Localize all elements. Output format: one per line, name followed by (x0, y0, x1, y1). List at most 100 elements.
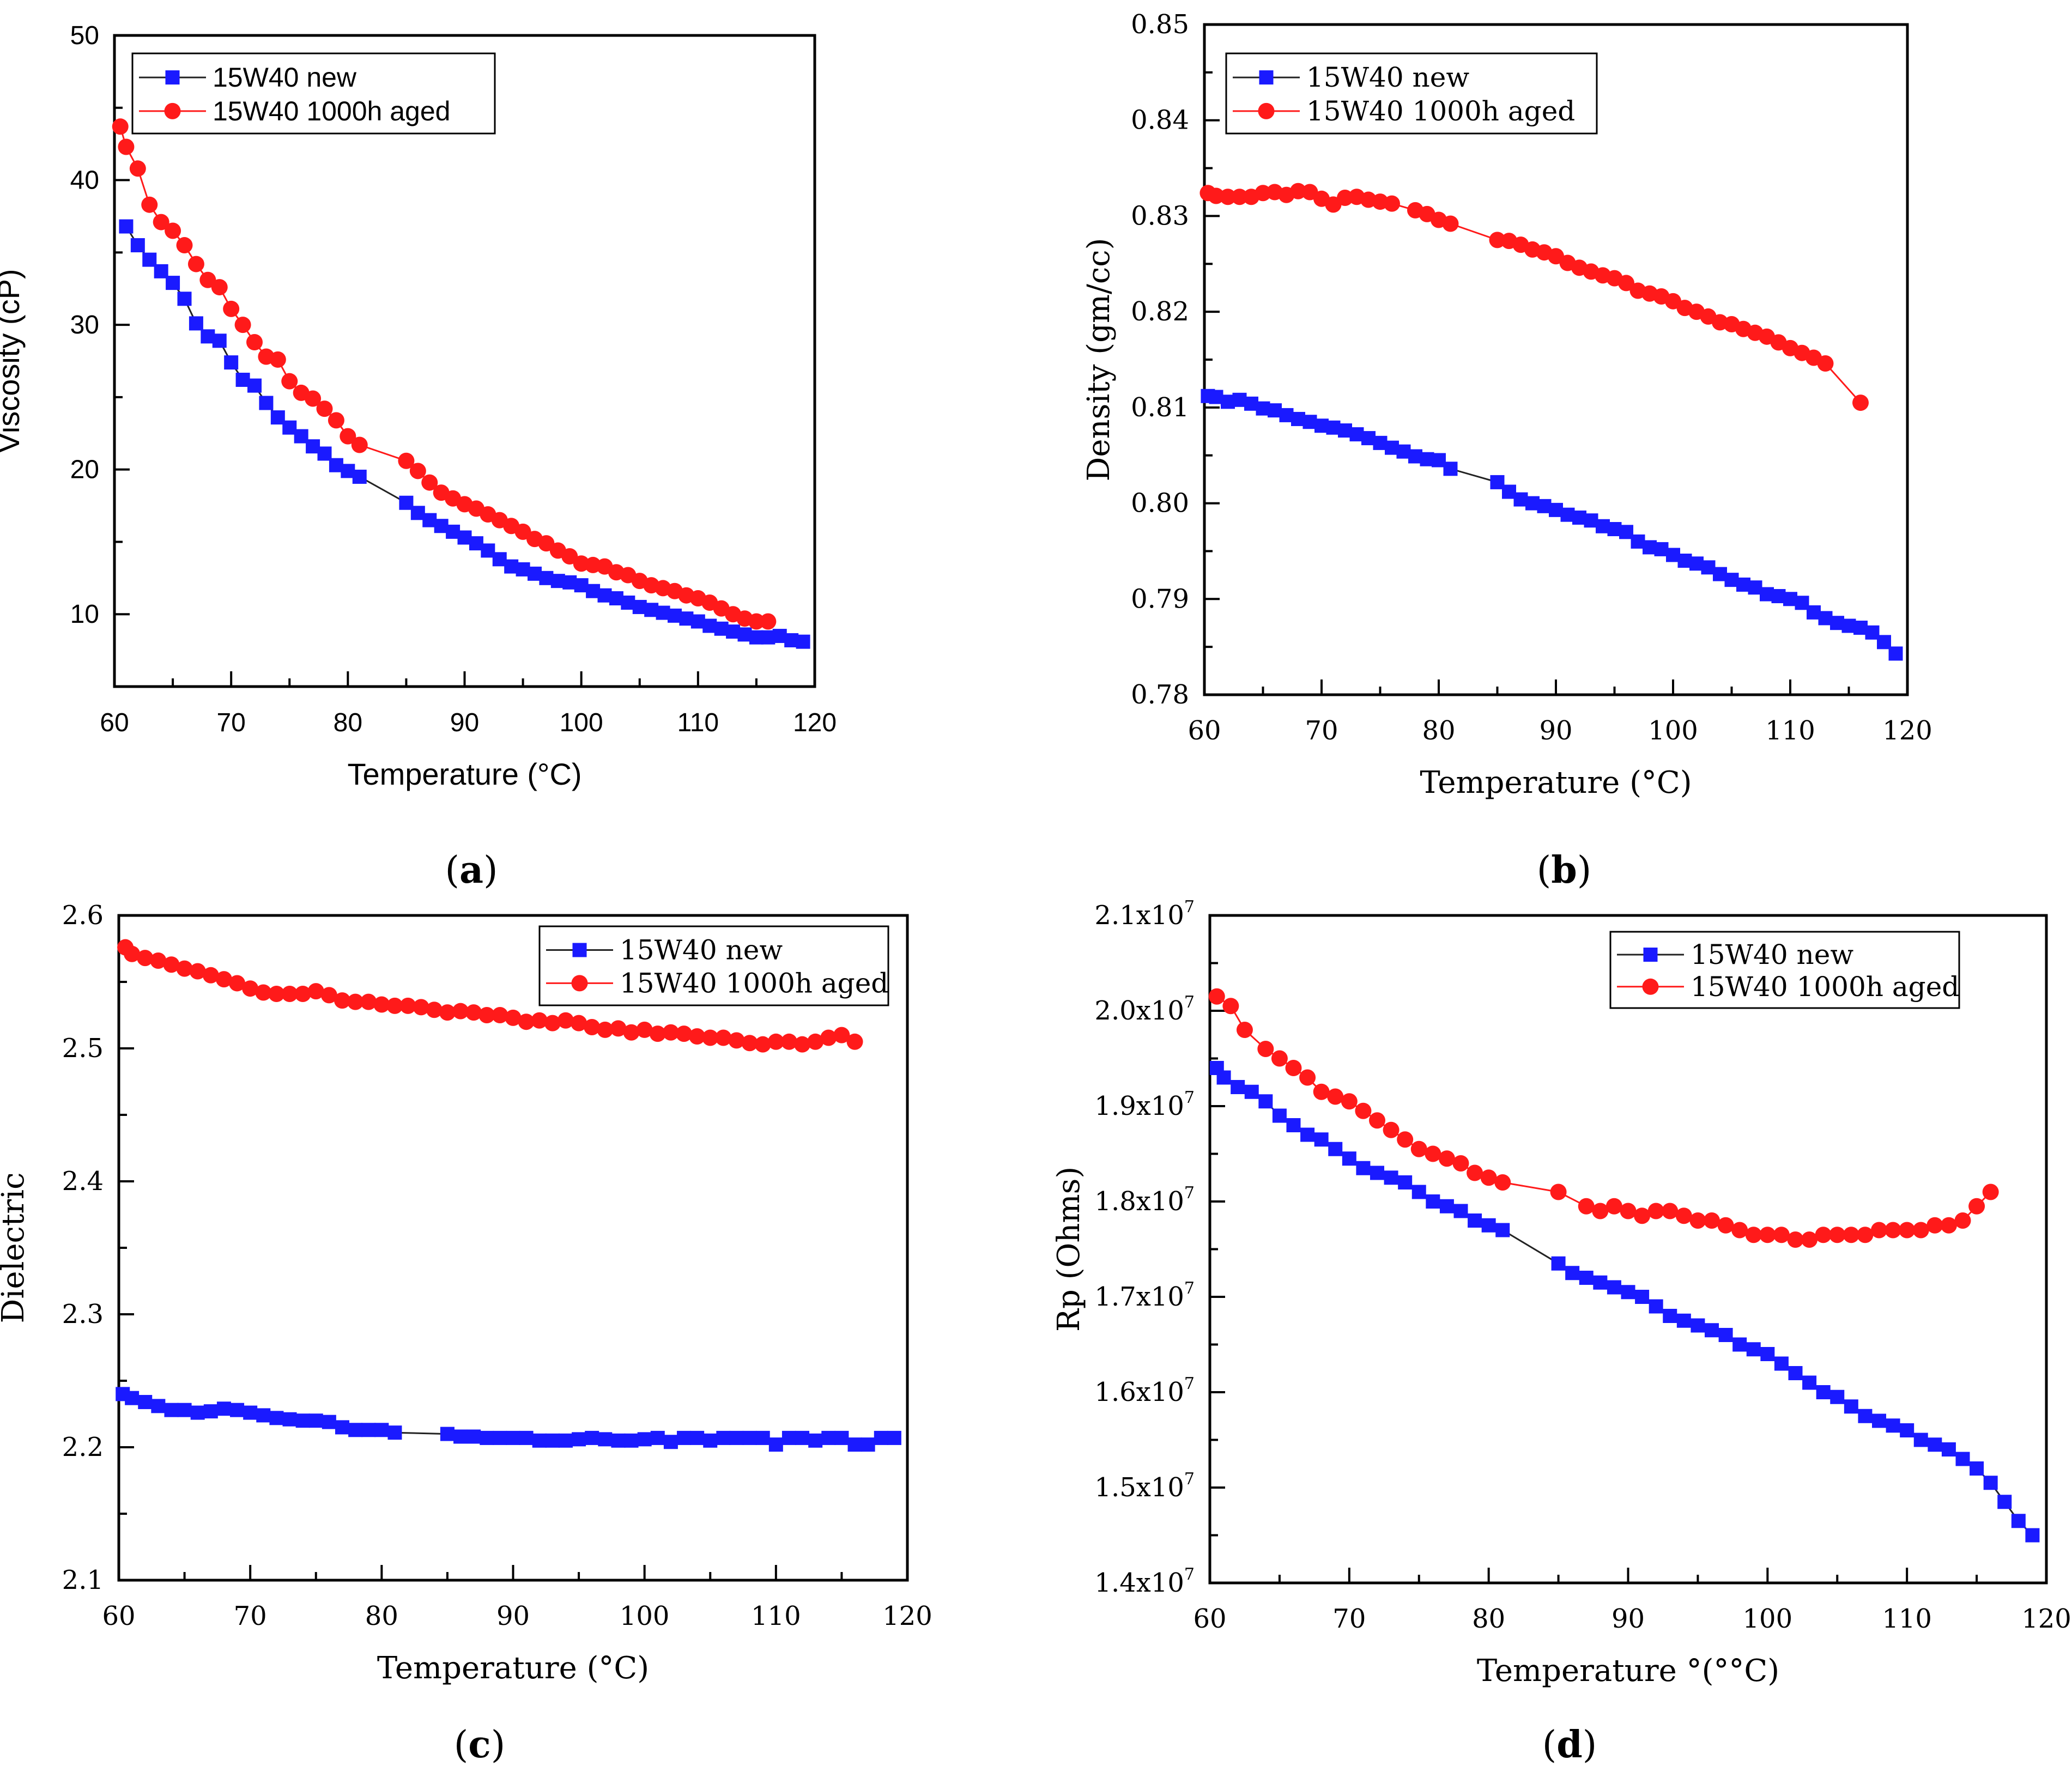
data-point (1495, 1223, 1510, 1237)
data-point (506, 1430, 520, 1445)
x-tick-label: 120 (882, 1601, 932, 1631)
chart-panel-b: 60 70 80 90 100 110 120 0.78 0.79 0.80 0.81 0.82 0.8… (1081, 9, 1932, 892)
data-point (256, 1408, 271, 1423)
data-point (1337, 190, 1353, 207)
panel-caption: (c) (454, 1723, 505, 1766)
x-tick-label: 110 (1765, 715, 1815, 746)
data-point (141, 196, 158, 213)
y-tick-exponent: 7 (1184, 897, 1195, 917)
data-point (861, 1437, 875, 1452)
data-point (1257, 1041, 1274, 1057)
data-point (1705, 1323, 1719, 1338)
data-point (399, 997, 416, 1014)
data-point (1676, 1313, 1691, 1328)
data-point (780, 1033, 797, 1050)
y-tick-label: 1.7x107 (1094, 1279, 1195, 1312)
data-point (1954, 1212, 1971, 1229)
legend-label: 15W40 new (620, 934, 783, 966)
data-point (492, 1007, 508, 1023)
data-point (295, 1413, 310, 1428)
data-point (202, 967, 219, 984)
data-point (130, 238, 145, 253)
y-tick-label: 0.84 (1131, 105, 1189, 136)
data-point (1439, 1199, 1454, 1213)
data-point (1356, 1161, 1371, 1175)
x-tick-label: 60 (100, 708, 129, 737)
data-point (1647, 1203, 1664, 1219)
data-point (532, 1433, 547, 1448)
data-point (129, 160, 146, 177)
data-point (189, 316, 203, 331)
data-point (794, 1036, 811, 1053)
data-point (1691, 1318, 1705, 1333)
data-point (1565, 1266, 1580, 1280)
data-point (795, 1430, 810, 1445)
data-point (246, 333, 263, 350)
data-point (1314, 1132, 1329, 1147)
data-point (243, 1405, 258, 1420)
x-tick-label: 120 (1882, 715, 1932, 746)
panel-caption-paren: ) (483, 849, 498, 892)
data-point (1704, 1212, 1720, 1229)
data-point (572, 1432, 586, 1447)
data-point (334, 992, 350, 1009)
data-point (1718, 1328, 1733, 1342)
y-tick-label: 1.4x107 (1094, 1565, 1195, 1598)
legend-swatch-marker (1258, 102, 1275, 119)
x-axis-title: Temperature °(°°C) (1477, 1653, 1779, 1689)
legend-label: 15W40 1000h aged (620, 967, 888, 999)
x-tick-label: 80 (1472, 1604, 1505, 1634)
data-point (373, 996, 390, 1013)
data-point (176, 960, 193, 977)
data-point (1731, 1222, 1748, 1239)
data-point (1468, 1213, 1482, 1228)
data-point (571, 1015, 587, 1031)
data-point (1843, 1227, 1859, 1243)
series-line (1208, 395, 1897, 654)
data-point (1717, 1217, 1734, 1234)
data-point (1443, 462, 1458, 476)
legend-swatch-marker (571, 975, 588, 992)
data-point (1982, 1184, 1999, 1200)
x-tick-label: 80 (334, 708, 362, 737)
y-tick-exponent: 7 (1184, 1470, 1195, 1489)
data-point (269, 351, 286, 368)
data-point (702, 1029, 719, 1046)
data-point (1620, 1203, 1637, 1219)
data-point (1355, 1102, 1372, 1119)
data-point (636, 1021, 653, 1038)
y-tick-label: 2.1 (62, 1565, 104, 1595)
data-point (138, 1395, 153, 1410)
data-point (847, 1437, 862, 1452)
data-point (1606, 1198, 1622, 1215)
data-point (557, 1012, 574, 1029)
data-point (1299, 1069, 1316, 1086)
data-point (677, 1430, 692, 1445)
data-point (1467, 1164, 1483, 1181)
y-tick-exponent: 7 (1184, 1279, 1195, 1298)
data-point (203, 1404, 218, 1419)
data-point (352, 469, 367, 484)
x-tick-label: 100 (1648, 715, 1698, 746)
data-point (662, 1024, 679, 1041)
data-point (439, 1004, 456, 1021)
data-point (347, 993, 364, 1010)
panel-caption-letter: b (1551, 848, 1577, 892)
data-point (1208, 187, 1225, 204)
series-new (116, 1387, 901, 1452)
x-tick-label: 80 (365, 1601, 398, 1631)
data-point (125, 1391, 140, 1405)
y-axis-title: Rp (Ohms) (1051, 1167, 1087, 1332)
data-point (1410, 1140, 1427, 1157)
x-axis-title: Temperature (°C) (377, 1650, 649, 1686)
data-point (834, 1430, 849, 1445)
x-tick-label: 110 (751, 1601, 801, 1631)
chart-panel-d: 60 70 80 90 100 110 120 1.4x107 1.5x107 1.6x107 1.… (1051, 897, 2071, 1766)
data-point (1453, 1204, 1468, 1218)
data-point (649, 1025, 666, 1042)
data-point (1300, 1127, 1315, 1142)
series-line (119, 126, 768, 622)
data-point (229, 975, 246, 992)
